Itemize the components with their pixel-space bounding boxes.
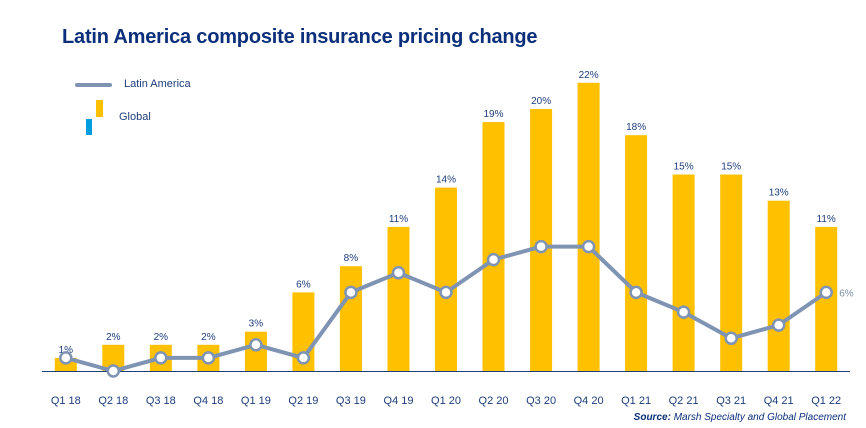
x-tick-label: Q3 19: [336, 395, 366, 407]
bar-value-label: 2%: [154, 332, 169, 343]
latin-america-point: [249, 338, 263, 352]
source-note: Source: Marsh Specialty and Global Place…: [634, 412, 846, 423]
bar-q3-19: [339, 266, 362, 371]
bar-value-label: 11%: [817, 214, 836, 225]
source-text: Marsh Specialty and Global Placement: [673, 412, 846, 423]
latin-america-point: [581, 239, 596, 254]
bar-q2-18: [102, 344, 125, 371]
latin-america-point: [819, 285, 833, 300]
bar-q1-20: [435, 187, 457, 371]
x-tick-label: Q3 18: [146, 395, 176, 407]
x-tick-label: Q1 21: [621, 395, 651, 407]
latin-america-point: [391, 266, 406, 280]
bar-q4-20: [577, 82, 600, 372]
bar-value-label: 11%: [389, 214, 408, 225]
legend-global-yellow-swatch: [96, 100, 103, 117]
bar-value-label: 2%: [201, 332, 216, 343]
legend-global-blue-swatch: [86, 119, 92, 135]
latin-america-point: [439, 285, 453, 300]
x-tick-label: Q4 19: [384, 395, 414, 407]
x-tick-label: Q2 20: [479, 395, 509, 407]
x-tick-label: Q4 21: [764, 395, 794, 407]
bar-q1-21: [625, 135, 648, 371]
bar-q3-21: [720, 174, 743, 371]
legend-label-global: Global: [119, 111, 151, 123]
x-tick-label: Q1 20: [431, 395, 461, 407]
latin-america-point: [676, 305, 691, 319]
bar-q2-21: [672, 174, 695, 371]
legend-label-latin-america: Latin America: [124, 78, 191, 90]
latin-america-point: [486, 252, 501, 267]
x-tick-label: Q2 21: [669, 395, 699, 407]
bar-value-label: 13%: [769, 188, 789, 199]
bar-value-label: 15%: [721, 162, 741, 173]
x-tick-label: Q4 20: [574, 395, 604, 407]
bar-value-label: 22%: [579, 70, 599, 81]
source-prefix: Source:: [633, 412, 671, 423]
latin-america-point: [59, 351, 73, 365]
bar-value-label: 3%: [249, 319, 264, 330]
bar-q4-19: [387, 226, 410, 371]
bar-q2-20: [482, 122, 505, 371]
latin-america-point: [106, 364, 121, 378]
bar-value-label: 1%: [59, 345, 74, 356]
latin-america-point: [154, 351, 168, 365]
bar-q4-21: [767, 200, 790, 371]
legend-line-swatch: [75, 83, 112, 87]
x-tick-label: Q1 18: [51, 395, 81, 407]
bar-value-label: 6%: [296, 279, 311, 290]
latin-america-point: [534, 239, 548, 254]
latin-america-point: [629, 285, 643, 300]
bar-value-label: 19%: [483, 109, 503, 120]
latin-america-last-label: 6%: [839, 288, 854, 299]
x-tick-label: Q2 18: [98, 395, 128, 407]
latin-america-point: [296, 351, 311, 365]
x-tick-label: Q1 19: [241, 395, 271, 407]
latin-america-point: [344, 285, 358, 300]
latin-america-point: [724, 331, 738, 346]
x-tick-label: Q1 22: [811, 395, 841, 407]
bar-value-label: 2%: [106, 332, 121, 343]
bar-value-label: 14%: [436, 175, 456, 186]
x-tick-label: Q2 19: [288, 395, 318, 407]
bar-value-label: 18%: [626, 122, 646, 133]
latin-america-point: [771, 318, 786, 332]
x-tick-label: Q4 18: [193, 395, 223, 407]
x-tick-label: Q3 21: [716, 395, 746, 407]
bar-value-label: 20%: [531, 96, 551, 107]
bar-value-label: 8%: [344, 253, 359, 264]
bar-value-label: 15%: [674, 162, 694, 173]
x-tick-label: Q3 20: [526, 395, 556, 407]
chart-title: Latin America composite insurance pricin…: [62, 26, 538, 48]
latin-america-point: [201, 351, 216, 365]
